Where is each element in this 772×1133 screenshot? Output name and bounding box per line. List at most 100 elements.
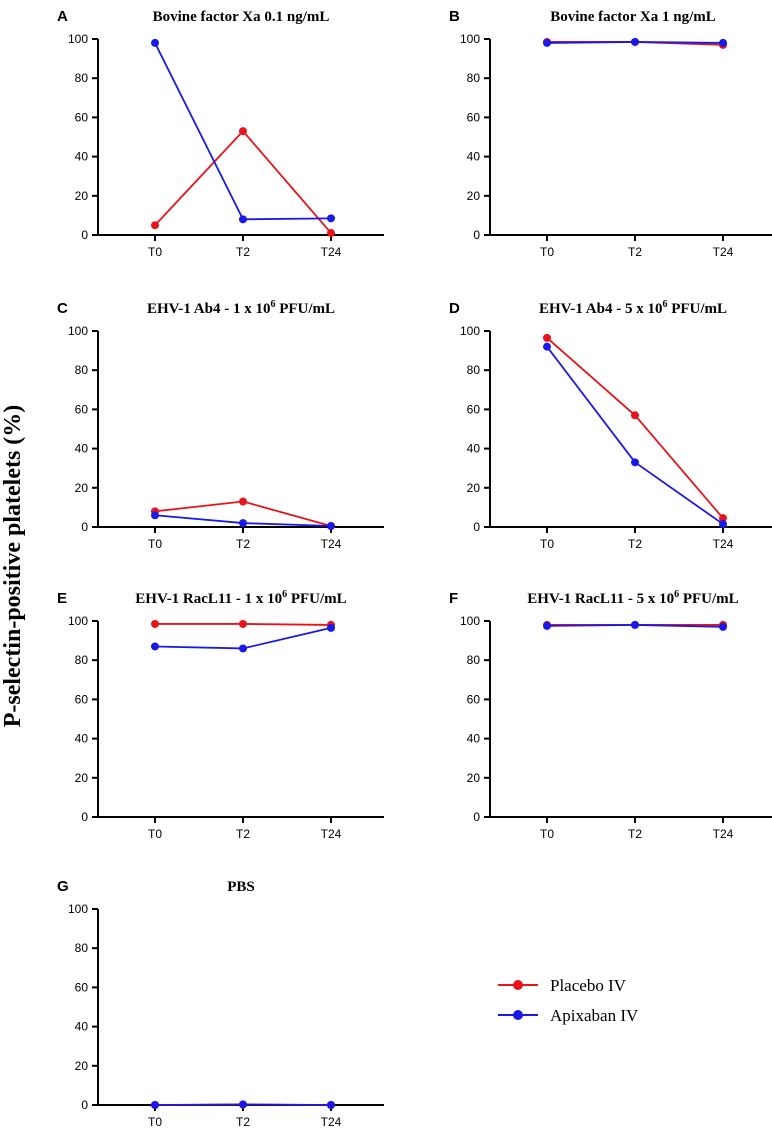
data-point-apixaban bbox=[327, 623, 335, 632]
data-point-apixaban bbox=[151, 642, 159, 651]
data-point-apixaban bbox=[151, 1101, 159, 1109]
data-point-placebo bbox=[327, 229, 335, 238]
legend-label: Placebo IV bbox=[550, 976, 627, 995]
y-tick-label: 60 bbox=[75, 402, 89, 416]
legend-item-apixaban: Apixaban IV bbox=[498, 1006, 639, 1025]
y-tick-label: 100 bbox=[68, 324, 88, 338]
data-point-apixaban bbox=[239, 644, 247, 653]
x-tick-label: T24 bbox=[713, 827, 734, 841]
panel-e: E EHV-1 RacL11 - 1 x 106 PFU/mL 0 20 40 60 80 1… bbox=[57, 589, 384, 841]
panel-g: G PBS 0 20 40 60 80 100 T0 T2 T24 bbox=[57, 878, 384, 1129]
y-tick-label: 100 bbox=[460, 324, 480, 338]
data-point-apixaban bbox=[719, 622, 727, 631]
data-point-placebo bbox=[719, 514, 727, 523]
y-tick-label: 20 bbox=[75, 481, 89, 495]
panel-title: Bovine factor Xa 1 ng/mL bbox=[550, 9, 716, 25]
data-point-apixaban bbox=[631, 458, 639, 467]
y-tick-label: 60 bbox=[75, 980, 89, 994]
data-point-placebo bbox=[151, 221, 159, 230]
data-point-placebo bbox=[151, 619, 159, 628]
panel-b: B Bovine factor Xa 1 ng/mL 0 20 40 60 80 100 T0 T… bbox=[449, 8, 772, 259]
panel-title: EHV-1 RacL11 - 5 x 106 PFU/mL bbox=[527, 589, 738, 607]
data-point-apixaban bbox=[327, 522, 335, 531]
x-tick-label: T2 bbox=[236, 1115, 250, 1129]
y-tick-label: 20 bbox=[467, 189, 481, 203]
y-axis-label: P-selectin-positive platelets (%) bbox=[0, 405, 26, 728]
data-point-apixaban bbox=[631, 620, 639, 629]
y-tick-label: 60 bbox=[467, 692, 481, 706]
panel-title: EHV-1 RacL11 - 1 x 106 PFU/mL bbox=[135, 589, 346, 607]
y-tick-label: 80 bbox=[467, 363, 481, 377]
x-tick-label: T0 bbox=[148, 1115, 162, 1129]
data-point-apixaban bbox=[327, 1101, 335, 1109]
x-tick-label: T2 bbox=[628, 827, 642, 841]
panel-letter: B bbox=[449, 8, 460, 25]
x-tick-label: T24 bbox=[713, 537, 734, 551]
y-tick-label: 0 bbox=[473, 520, 480, 534]
y-tick-label: 80 bbox=[75, 941, 89, 955]
y-tick-label: 80 bbox=[75, 653, 89, 667]
y-tick-label: 0 bbox=[473, 810, 480, 824]
y-tick-label: 0 bbox=[473, 228, 480, 242]
panel-title: PBS bbox=[227, 879, 255, 895]
y-tick-label: 20 bbox=[75, 1059, 89, 1073]
y-tick-label: 100 bbox=[68, 32, 88, 46]
panel-title: Bovine factor Xa 0.1 ng/mL bbox=[153, 9, 330, 25]
y-tick-label: 40 bbox=[467, 732, 481, 746]
y-tick-label: 40 bbox=[467, 150, 481, 164]
legend-item-placebo: Placebo IV bbox=[498, 976, 627, 995]
panel-letter: F bbox=[449, 590, 458, 607]
y-tick-label: 80 bbox=[75, 71, 89, 85]
y-tick-label: 40 bbox=[75, 1020, 89, 1034]
panel-letter: E bbox=[57, 590, 67, 607]
x-tick-label: T0 bbox=[148, 245, 162, 259]
x-tick-label: T2 bbox=[628, 537, 642, 551]
panels-group: A Bovine factor Xa 0.1 ng/mL 0 20 40 60 80 100 T… bbox=[57, 8, 772, 1129]
y-tick-label: 40 bbox=[75, 732, 89, 746]
panel-a: A Bovine factor Xa 0.1 ng/mL 0 20 40 60 80 100 T… bbox=[57, 8, 384, 259]
y-tick-label: 20 bbox=[467, 771, 481, 785]
legend-label: Apixaban IV bbox=[550, 1006, 639, 1025]
y-tick-label: 60 bbox=[75, 692, 89, 706]
data-point-apixaban bbox=[239, 1100, 247, 1109]
y-tick-label: 100 bbox=[460, 32, 480, 46]
series-line-placebo bbox=[546, 337, 724, 519]
panel-letter: G bbox=[57, 878, 69, 895]
y-tick-label: 100 bbox=[68, 614, 88, 628]
x-tick-label: T24 bbox=[321, 827, 342, 841]
y-tick-label: 80 bbox=[467, 653, 481, 667]
data-point-apixaban bbox=[631, 37, 639, 46]
data-point-apixaban bbox=[719, 38, 727, 47]
y-tick-label: 60 bbox=[75, 110, 89, 124]
x-tick-label: T2 bbox=[628, 245, 642, 259]
data-point-apixaban bbox=[543, 621, 551, 630]
panel-d: D EHV-1 Ab4 - 5 x 106 PFU/mL 0 20 40 60 80 100 T… bbox=[449, 299, 772, 551]
data-point-placebo bbox=[631, 411, 639, 420]
data-point-apixaban bbox=[327, 214, 335, 223]
x-tick-label: T0 bbox=[540, 245, 554, 259]
x-tick-label: T24 bbox=[321, 245, 342, 259]
x-tick-label: T24 bbox=[321, 1115, 342, 1129]
x-tick-label: T0 bbox=[540, 537, 554, 551]
y-tick-label: 40 bbox=[467, 442, 481, 456]
x-tick-label: T24 bbox=[321, 537, 342, 551]
data-point-placebo bbox=[543, 333, 551, 342]
legend-marker-apixaban bbox=[513, 1010, 523, 1020]
panel-letter: C bbox=[57, 300, 68, 317]
data-point-apixaban bbox=[719, 520, 727, 529]
y-tick-label: 100 bbox=[460, 614, 480, 628]
y-tick-label: 0 bbox=[81, 1098, 88, 1112]
y-tick-label: 20 bbox=[75, 189, 89, 203]
y-tick-label: 60 bbox=[467, 402, 481, 416]
y-tick-label: 40 bbox=[75, 150, 89, 164]
x-tick-label: T2 bbox=[236, 827, 250, 841]
x-tick-label: T0 bbox=[148, 537, 162, 551]
data-point-apixaban bbox=[239, 215, 247, 224]
panel-letter: A bbox=[57, 8, 68, 25]
panel-title: EHV-1 Ab4 - 1 x 106 PFU/mL bbox=[147, 299, 335, 317]
panel-c: C EHV-1 Ab4 - 1 x 106 PFU/mL 0 20 40 60 80 100 T… bbox=[57, 299, 384, 551]
data-point-placebo bbox=[239, 497, 247, 506]
y-tick-label: 60 bbox=[467, 110, 481, 124]
y-tick-label: 80 bbox=[467, 71, 481, 85]
